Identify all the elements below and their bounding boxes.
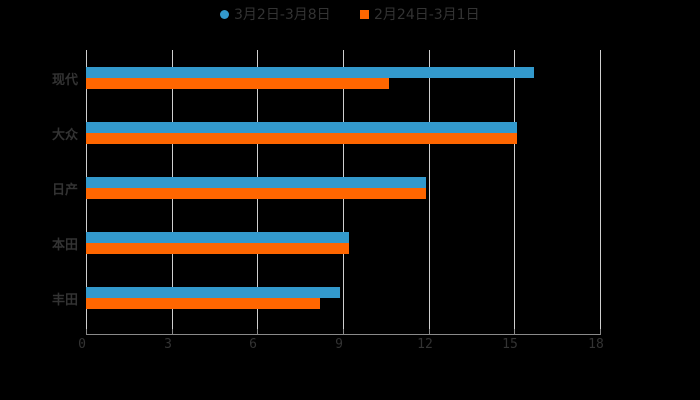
axis-tick: [86, 329, 87, 335]
legend-label: 3月2日-3月8日: [234, 7, 331, 23]
legend-item-series-2[interactable]: 2月24日-3月1日: [360, 4, 480, 24]
bar-series-1[interactable]: [86, 122, 517, 133]
chart-legend: 3月2日-3月8日 2月24日-3月1日: [0, 4, 700, 24]
y-category-label: 丰田: [51, 293, 78, 308]
x-tick-label: 12: [417, 337, 433, 352]
x-axis-line: [86, 334, 601, 335]
y-category-label: 现代: [51, 73, 78, 88]
x-tick-label: 6: [249, 337, 257, 352]
x-tick-label: 15: [502, 337, 518, 352]
y-category-label: 日产: [51, 183, 78, 198]
bar-series-2[interactable]: [86, 298, 320, 309]
axis-tick: [257, 329, 258, 335]
bar-series-2[interactable]: [86, 133, 517, 144]
legend-label: 2月24日-3月1日: [374, 7, 480, 23]
axis-tick: [514, 329, 515, 335]
bar-series-2[interactable]: [86, 188, 426, 199]
axis-tick: [343, 329, 344, 335]
axis-tick: [600, 329, 601, 335]
bar-series-2[interactable]: [86, 243, 349, 254]
x-tick-label: 0: [78, 337, 86, 352]
square-marker-icon: [360, 9, 369, 19]
gridline: [514, 50, 515, 335]
x-tick-label: 18: [588, 337, 604, 352]
y-category-label: 大众: [51, 128, 78, 143]
axis-tick: [429, 329, 430, 335]
gridline: [600, 50, 601, 335]
y-category-label: 本田: [51, 238, 78, 253]
circle-marker-icon: [220, 9, 229, 19]
bar-series-1[interactable]: [86, 287, 340, 298]
axis-tick: [172, 329, 173, 335]
legend-item-series-1[interactable]: 3月2日-3月8日: [220, 4, 331, 24]
bar-series-2[interactable]: [86, 78, 389, 89]
x-tick-label: 9: [335, 337, 343, 352]
bar-series-1[interactable]: [86, 67, 534, 78]
bar-series-1[interactable]: [86, 177, 426, 188]
x-tick-label: 3: [164, 337, 172, 352]
bar-series-1[interactable]: [86, 232, 349, 243]
gridline: [429, 50, 430, 335]
